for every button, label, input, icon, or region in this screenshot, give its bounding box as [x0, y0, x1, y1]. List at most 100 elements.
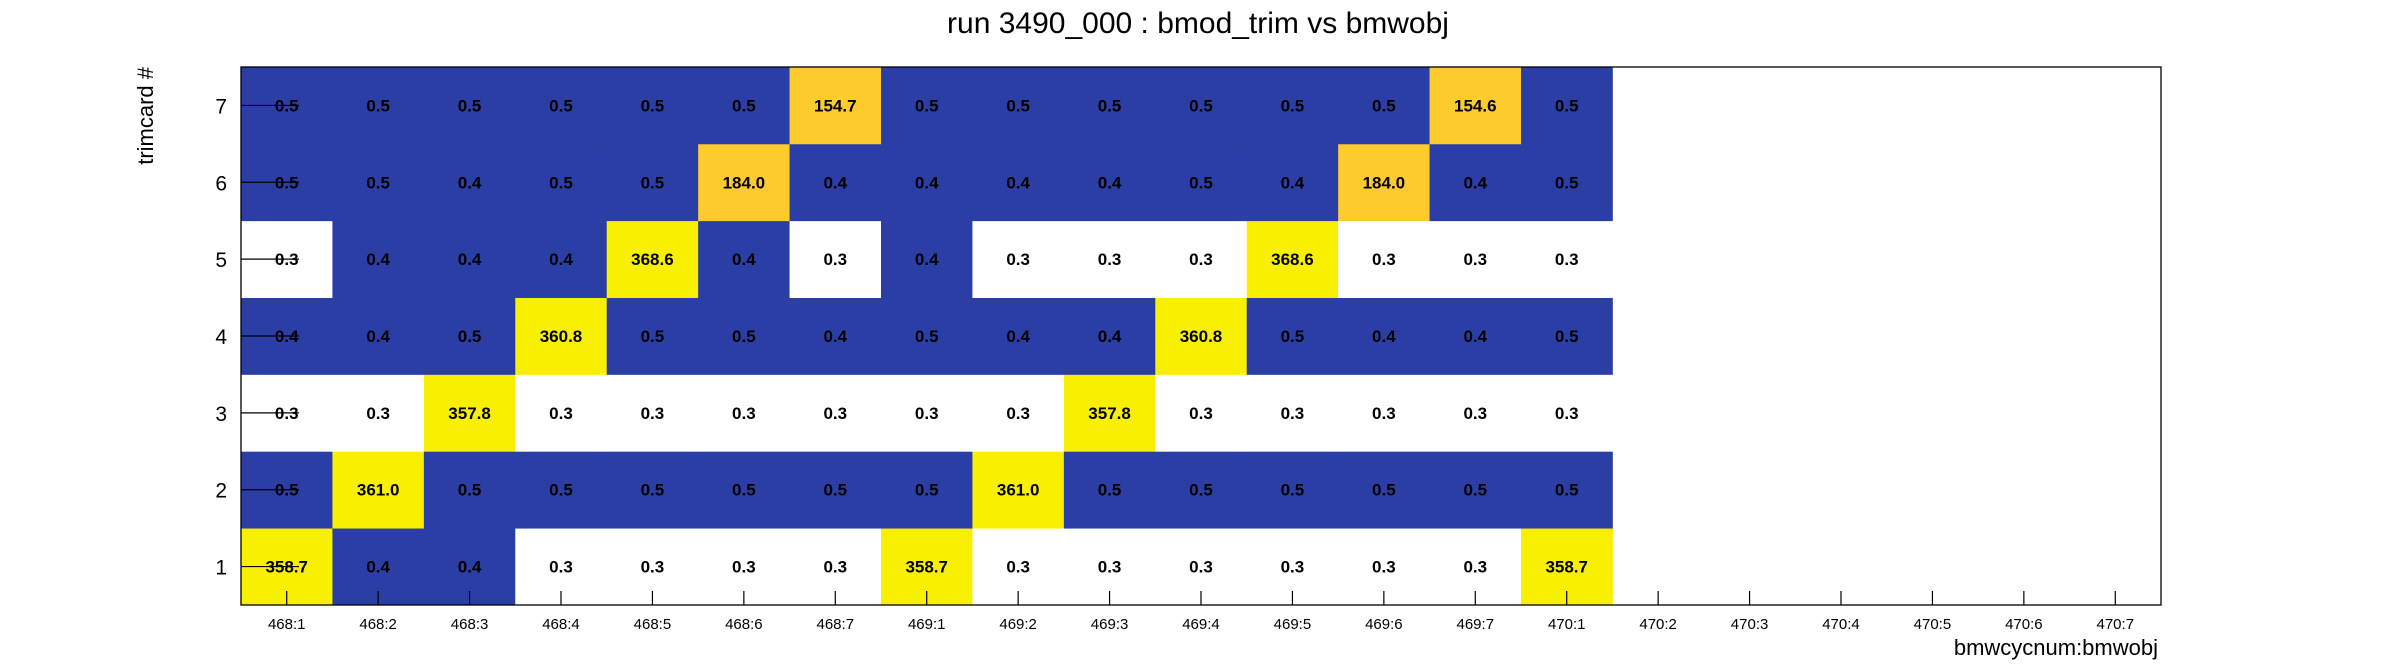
x-tick-label: 468:3 — [451, 616, 489, 633]
heatmap-cell — [1338, 67, 1430, 145]
heatmap-cell — [1429, 67, 1522, 145]
heatmap-cell — [1521, 67, 1613, 145]
cell-value-label: 0.3 — [1006, 404, 1030, 423]
cell-value-label: 0.5 — [366, 96, 390, 115]
cell-value-label: 0.4 — [732, 250, 756, 269]
cell-value-label: 0.4 — [915, 250, 939, 269]
heatmap-cell — [1429, 374, 1522, 452]
heatmap-cell — [1429, 220, 1522, 298]
cell-value-label: 0.4 — [366, 250, 390, 269]
heatmap-cell — [1063, 143, 1156, 222]
y-tick-label: 2 — [215, 480, 227, 503]
cell-value-label: 0.4 — [1463, 173, 1487, 192]
heatmap-cell — [332, 451, 425, 529]
cell-value-label: 361.0 — [997, 481, 1040, 500]
heatmap-cell — [1246, 451, 1339, 529]
cell-value-label: 0.3 — [641, 404, 665, 423]
heatmap-cell — [1338, 143, 1430, 222]
cell-value-label: 0.5 — [1555, 481, 1579, 500]
cell-value-label: 0.5 — [1281, 327, 1305, 346]
cell-value-label: 0.3 — [1281, 404, 1305, 423]
heatmap-cell — [1063, 374, 1156, 452]
cell-value-label: 0.5 — [732, 481, 756, 500]
heatmap-cell — [606, 220, 699, 298]
heatmap-cell — [972, 220, 1065, 298]
cell-value-label: 0.5 — [1372, 96, 1396, 115]
x-tick-label: 469:3 — [1091, 616, 1129, 633]
heatmap-cell — [1155, 220, 1248, 298]
cell-value-label: 0.4 — [549, 250, 573, 269]
cell-value-label: 0.3 — [1555, 404, 1579, 423]
heatmap-cell — [606, 67, 699, 145]
heatmap-cell — [515, 297, 608, 375]
heatmap-cell — [1521, 374, 1613, 452]
cell-value-label: 0.5 — [458, 481, 482, 500]
cell-value-label: 0.3 — [1189, 250, 1213, 269]
heatmap-cell — [1338, 451, 1430, 529]
heatmap-cell — [332, 143, 425, 222]
heatmap-cell — [789, 220, 882, 298]
cell-value-label: 0.3 — [1189, 558, 1213, 577]
cell-value-label: 0.5 — [549, 96, 573, 115]
heatmap-cell — [1521, 143, 1613, 222]
heatmap-cell — [423, 451, 516, 529]
cell-value-label: 0.4 — [1006, 173, 1030, 192]
cell-value-label: 0.5 — [915, 96, 939, 115]
heatmap-cell — [1063, 297, 1156, 375]
heatmap-cell — [1521, 451, 1613, 529]
x-tick-label: 470:5 — [1914, 616, 1952, 633]
heatmap-cell — [1338, 297, 1430, 375]
cell-value-label: 0.5 — [732, 327, 756, 346]
cell-value-label: 0.3 — [1098, 250, 1122, 269]
heatmap-cell — [1246, 67, 1339, 145]
heatmap-cell — [332, 374, 425, 452]
cell-value-label: 0.3 — [823, 558, 847, 577]
cell-value-label: 0.5 — [458, 96, 482, 115]
y-tick-label: 1 — [215, 557, 227, 580]
cell-value-label: 0.3 — [1281, 558, 1305, 577]
cell-value-label: 0.5 — [366, 173, 390, 192]
y-axis: 1 2 3 4 5 6 7 — [215, 95, 299, 580]
heatmap-cell — [698, 374, 790, 452]
cell-value-label: 0.4 — [1281, 173, 1305, 192]
x-tick-label: 470:4 — [1822, 616, 1860, 633]
cell-value-label: 0.3 — [732, 404, 756, 423]
heatmap-cell — [1246, 220, 1339, 298]
cell-value-label: 0.5 — [1006, 96, 1030, 115]
y-tick-label: 3 — [215, 403, 227, 426]
cell-value-label: 0.4 — [1098, 173, 1122, 192]
cell-value-label: 0.4 — [823, 327, 847, 346]
cell-value-label: 0.4 — [366, 327, 390, 346]
cell-value-label: 358.7 — [905, 558, 948, 577]
heatmap-cell — [789, 67, 882, 145]
cell-value-label: 0.4 — [1006, 327, 1030, 346]
heatmap-cell — [423, 67, 516, 145]
heatmap-cell — [1155, 451, 1248, 529]
x-tick-label: 468:6 — [725, 616, 763, 633]
cell-value-label: 0.3 — [1463, 404, 1487, 423]
heatmap-cell — [1429, 143, 1522, 222]
y-tick-label: 6 — [215, 172, 227, 195]
heatmap-cell — [789, 374, 882, 452]
cell-value-label: 0.3 — [732, 558, 756, 577]
heatmap-cell — [972, 67, 1065, 145]
heatmap-cell — [515, 374, 608, 452]
cell-value-label: 0.4 — [915, 173, 939, 192]
heatmap-cell — [1246, 143, 1339, 222]
x-tick-label: 469:1 — [908, 616, 946, 633]
cell-value-label: 360.8 — [1180, 327, 1223, 346]
cell-value-label: 0.5 — [1189, 173, 1213, 192]
heatmap-cell — [515, 67, 608, 145]
heatmap-cell — [789, 143, 882, 222]
x-tick-label: 470:6 — [2005, 616, 2043, 633]
cell-value-label: 0.3 — [1372, 404, 1396, 423]
heatmap-cell — [1246, 297, 1339, 375]
cell-value-label: 0.5 — [823, 481, 847, 500]
heatmap-cell — [881, 220, 973, 298]
cell-value-label: 0.3 — [366, 404, 390, 423]
x-tick-label: 470:7 — [2097, 616, 2135, 633]
heatmap-cell — [332, 220, 425, 298]
heatmap-cell — [1521, 220, 1613, 298]
cell-value-label: 0.5 — [1098, 96, 1122, 115]
